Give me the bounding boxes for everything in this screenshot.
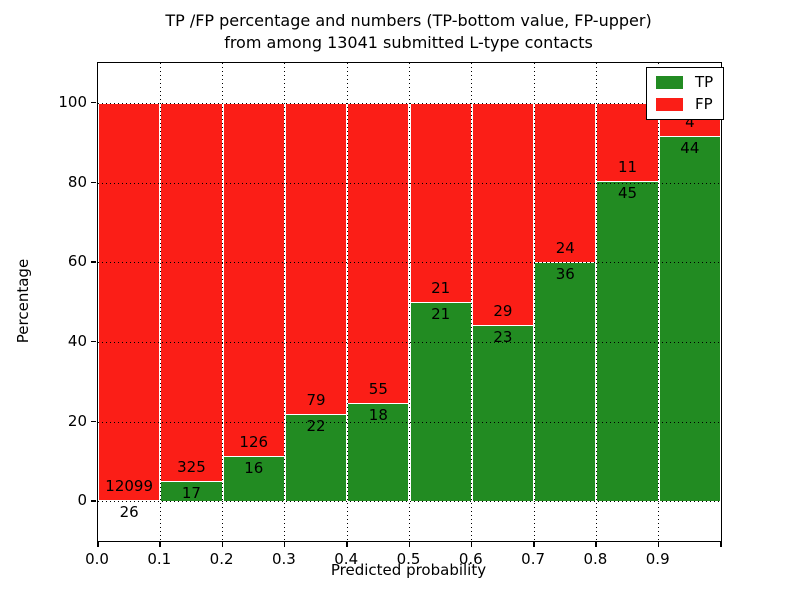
x-tick-label: 0.3 — [271, 550, 296, 568]
x-tick-mark — [470, 542, 473, 547]
vertical-gridline — [658, 63, 660, 541]
tp-count-label: 36 — [555, 265, 575, 284]
y-tick-mark — [91, 261, 96, 263]
tp-bar-segment — [409, 302, 472, 502]
fp-bar-segment — [284, 102, 348, 415]
fp-count-label: 55 — [368, 379, 388, 398]
tp-bar-segment — [160, 481, 223, 502]
fp-count-label: 325 — [177, 458, 206, 477]
legend-swatch-fp — [656, 98, 683, 111]
tp-bar-segment — [534, 262, 597, 502]
x-tick-label: 0.2 — [209, 550, 234, 568]
x-tick-label: 0.0 — [85, 550, 109, 568]
tp-count-label: 22 — [306, 417, 326, 436]
fp-count-label: 4 — [685, 113, 695, 131]
legend-entry-tp: TP — [656, 75, 713, 90]
y-axis-label: Percentage — [14, 258, 32, 344]
fp-count-label: 79 — [306, 391, 326, 410]
chart-title-line1: TP /FP percentage and numbers (TP-bottom… — [165, 11, 652, 30]
chart-title-line2: from among 13041 submitted L-type contac… — [224, 33, 593, 52]
fp-bar-segment — [347, 102, 410, 403]
x-tick-mark — [408, 542, 410, 547]
tp-count-label: 17 — [181, 484, 201, 503]
fp-bar-segment — [160, 102, 223, 482]
vertical-gridline — [159, 63, 161, 541]
x-tick-label: 0.4 — [334, 550, 359, 568]
tp-count-label: 23 — [493, 327, 513, 346]
x-tick-label: 0.8 — [583, 550, 608, 568]
x-tick-label: 0.5 — [396, 550, 421, 568]
x-axis-label: Predicted probability — [330, 561, 487, 579]
y-tick-label: 80 — [67, 172, 87, 191]
x-tick-label: 0.6 — [458, 550, 483, 568]
legend-label-fp: FP — [695, 95, 713, 113]
x-tick-mark — [595, 542, 597, 547]
chart-title: TP /FP percentage and numbers (TP-bottom… — [97, 10, 720, 54]
x-tick-mark — [221, 542, 224, 547]
fp-count-label: 12099 — [105, 477, 153, 496]
x-tick-mark — [533, 542, 535, 547]
fp-bar-segment — [98, 102, 161, 501]
vertical-gridline — [346, 63, 348, 541]
x-tick-mark — [720, 542, 722, 547]
vertical-gridline — [471, 63, 473, 541]
x-tick-mark — [159, 542, 161, 547]
x-tick-label: 0.7 — [521, 550, 546, 568]
tp-bar-segment — [471, 324, 535, 502]
tp-bar-segment — [284, 414, 348, 502]
legend-swatch-tp — [656, 76, 683, 89]
fp-bar-segment — [409, 102, 472, 302]
tp-bar-segment — [222, 456, 285, 502]
vertical-gridline — [284, 63, 286, 541]
y-tick-label: 40 — [67, 331, 87, 350]
plot-area: 12099 26 325 17 126 16 79 22 55 18 21 21 29 23 24 36 11 4… — [97, 62, 725, 542]
tp-count-label: 26 — [119, 503, 139, 522]
x-tick-mark — [97, 542, 99, 547]
x-tick-mark — [346, 542, 348, 547]
y-tick-label: 0 — [77, 491, 87, 510]
tp-count-label: 21 — [431, 305, 451, 323]
fp-count-label: 126 — [239, 433, 269, 452]
legend: TP FP — [646, 67, 725, 120]
y-tick-label: 100 — [58, 92, 87, 111]
tp-bar-segment — [596, 181, 659, 502]
fp-bar-segment — [222, 102, 285, 457]
fp-bar-segment — [534, 102, 597, 263]
fp-count-label: 29 — [493, 301, 513, 320]
vertical-gridline — [595, 63, 597, 541]
y-tick-label: 60 — [67, 252, 87, 271]
y-tick-mark — [91, 101, 96, 104]
tp-count-label: 18 — [368, 405, 388, 424]
legend-entry-fp: FP — [656, 97, 713, 112]
fp-count-label: 21 — [431, 279, 451, 297]
y-tick-mark — [91, 181, 96, 183]
tp-bar-segment — [98, 500, 161, 502]
legend-label-tp: TP — [695, 73, 714, 91]
fp-count-label: 24 — [555, 239, 575, 258]
vertical-gridline — [222, 63, 224, 541]
vertical-gridline — [533, 63, 535, 541]
tp-count-label: 44 — [680, 139, 700, 157]
vertical-gridline — [409, 63, 410, 541]
y-tick-mark — [91, 420, 96, 422]
tp-count-label: 45 — [618, 184, 638, 203]
y-tick-mark — [91, 500, 96, 502]
x-tick-mark — [283, 542, 286, 547]
y-tick-mark — [91, 340, 96, 343]
x-tick-label: 0.1 — [147, 550, 172, 568]
x-tick-mark — [657, 542, 660, 547]
tp-bar-segment — [658, 136, 721, 502]
fp-bar-segment — [471, 102, 535, 325]
x-tick-label: 0.9 — [645, 550, 670, 568]
tp-count-label: 16 — [244, 459, 264, 478]
tp-bar-segment — [347, 402, 410, 502]
fp-count-label: 11 — [618, 158, 638, 177]
y-tick-label: 20 — [67, 411, 87, 430]
